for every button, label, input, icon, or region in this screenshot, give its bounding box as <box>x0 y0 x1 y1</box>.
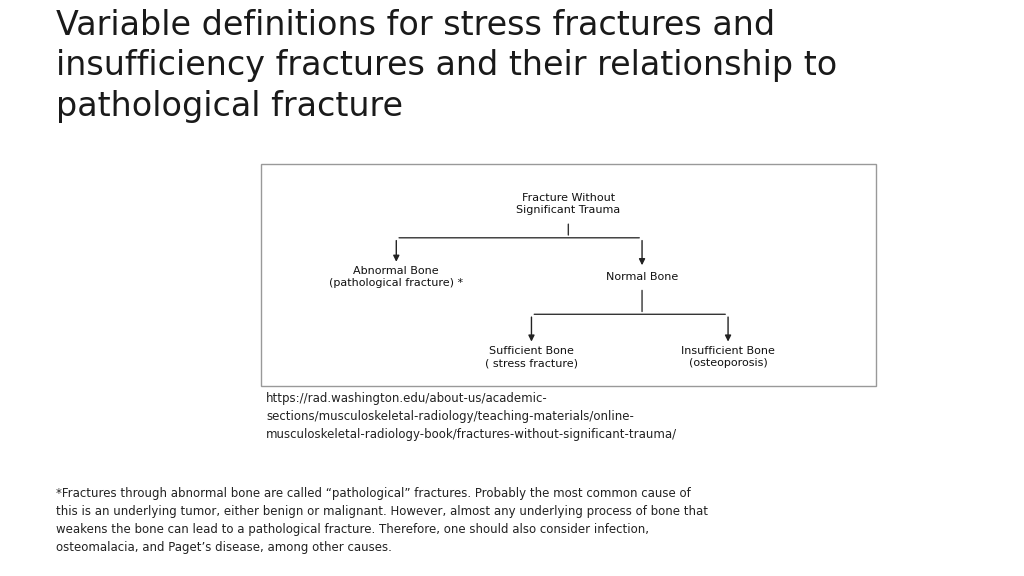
Text: Fracture Without
Significant Trauma: Fracture Without Significant Trauma <box>516 193 621 215</box>
Text: Normal Bone: Normal Bone <box>606 272 678 282</box>
Text: Insufficient Bone
(osteoporosis): Insufficient Bone (osteoporosis) <box>681 346 775 368</box>
Text: https://rad.washington.edu/about-us/academic-
sections/musculoskeletal-radiology: https://rad.washington.edu/about-us/acad… <box>266 392 677 441</box>
Text: Abnormal Bone
(pathological fracture) *: Abnormal Bone (pathological fracture) * <box>330 266 463 289</box>
Text: Sufficient Bone
( stress fracture): Sufficient Bone ( stress fracture) <box>485 346 578 368</box>
Text: Variable definitions for stress fractures and
insufficiency fractures and their : Variable definitions for stress fracture… <box>56 9 838 123</box>
Text: *Fractures through abnormal bone are called “pathological” fractures. Probably t: *Fractures through abnormal bone are cal… <box>56 487 709 554</box>
